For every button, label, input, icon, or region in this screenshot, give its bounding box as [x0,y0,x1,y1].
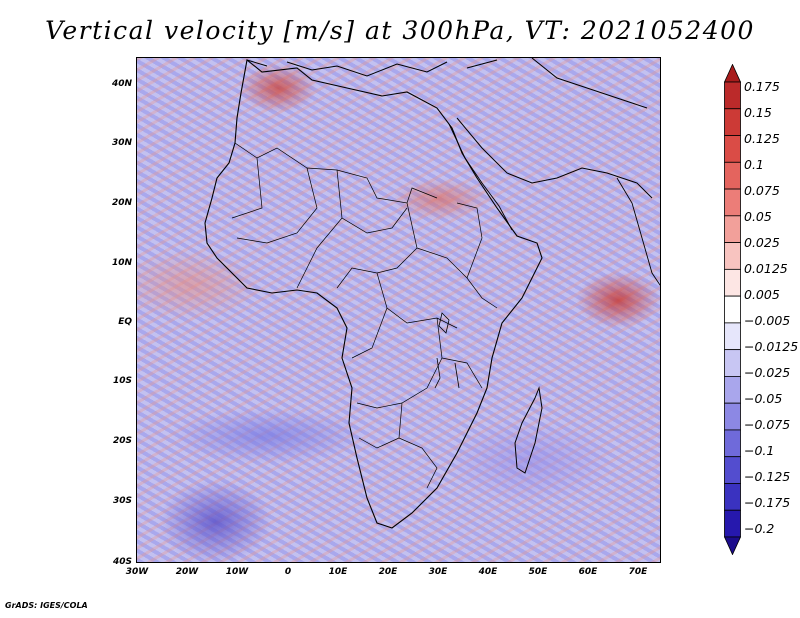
africa-coastline [204,58,543,529]
colorbar-segment [724,81,741,110]
colorbar-bottom-arrow [724,536,741,555]
europe-coastline [246,58,648,109]
colorbar-top-arrow [724,64,741,83]
lon-label-0: 0 [284,567,292,577]
madagascar-outline [514,386,543,474]
colorbar-label: 0.05 [744,209,772,224]
lat-label-30n: 30N [111,138,132,148]
colorbar [724,64,741,555]
colorbar-segment [724,268,741,297]
colorbar-label: −0.05 [744,391,783,406]
lon-label-10e: 10E [328,567,348,577]
colorbar-segment [724,429,741,458]
lon-label-70e: 70E [628,567,648,577]
colorbar-label: 0.125 [744,131,780,146]
colorbar-segment [724,349,741,377]
colorbar-segment [724,376,741,404]
lat-label-20n: 20N [111,198,132,208]
colorbar-segment [724,161,741,190]
lat-label-40n: 40N [111,79,132,89]
colorbar-segment [724,242,741,270]
colorbar-label: −0.2 [744,521,775,536]
lat-label-10s: 10S [112,376,132,386]
colorbar-label: 0.175 [744,79,780,94]
colorbar-segment [724,402,741,431]
colorbar-segment [724,322,741,351]
colorbar-label: 0.15 [744,105,772,120]
colorbar-segment [724,188,741,217]
lon-label-30w: 30W [125,567,149,577]
lon-label-30e: 30E [428,567,448,577]
lat-label-40s: 40S [112,557,132,567]
chart-title: Vertical velocity [m/s] at 300hPa, VT: 2… [45,16,755,45]
colorbar-label: 0.075 [744,183,780,198]
colorbar-segment [724,509,741,538]
map-outlines [204,58,660,529]
colorbar-label: −0.125 [744,469,791,484]
lon-label-20e: 20E [378,567,398,577]
lon-label-10w: 10W [225,567,249,577]
colorbar-label: −0.025 [744,365,791,380]
lon-label-40e: 40E [478,567,498,577]
map-panel [136,57,661,563]
colorbar-label: −0.075 [744,417,791,432]
lat-label-20s: 20S [112,436,132,446]
colorbar-label: 0.025 [744,235,780,250]
colorbar-segment [724,295,741,324]
country-borders [231,142,498,489]
lat-label-eq: EQ [118,317,132,327]
lakes [434,312,460,389]
lon-label-50e: 50E [528,567,548,577]
colorbar-segment [724,215,741,243]
lon-label-20w: 20W [175,567,199,577]
lat-label-30s: 30S [112,496,132,506]
colorbar-label: −0.1 [744,443,775,458]
colorbar-segment [724,135,741,163]
india-coastline [616,177,660,286]
lon-label-60e: 60E [578,567,598,577]
colorbar-segment [724,483,741,511]
credit-text: GrADS: IGES/COLA [5,601,88,610]
colorbar-label: 0.1 [744,157,764,172]
colorbar-segment [724,108,741,136]
colorbar-label: −0.005 [744,313,791,328]
colorbar-label: −0.175 [744,495,791,510]
colorbar-label: 0.005 [744,287,780,302]
red-sea-coast [448,123,513,231]
colorbar-segment [724,456,741,484]
colorbar-label: −0.0125 [744,339,799,354]
colorbar-label: 0.0125 [744,261,788,276]
arabia-coastline [456,117,653,199]
lat-label-10n: 10N [111,258,132,268]
